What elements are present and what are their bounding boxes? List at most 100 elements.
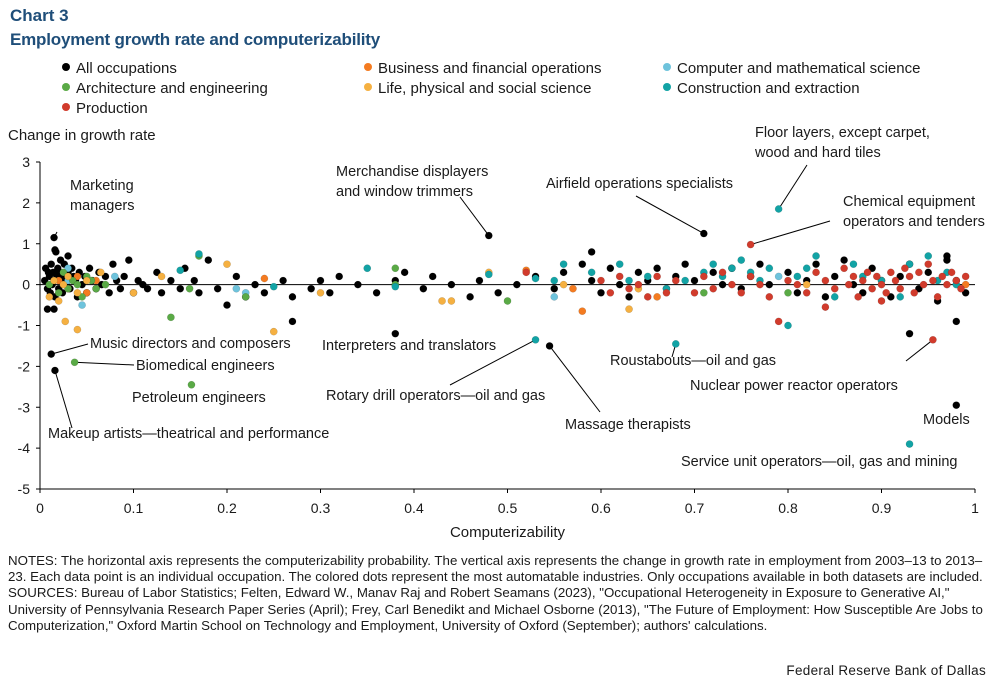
data-point-all-occupations [125,256,133,264]
data-point-production [896,284,905,293]
data-point-construction-and-extraction [905,260,914,268]
data-point-all-occupations [559,268,568,277]
annotation-label: Massage therapists [565,417,691,433]
annotation-leader-line [549,345,601,413]
data-point-business-and-financial-operations [73,272,82,281]
legend-marker [62,103,70,112]
data-point-construction-and-extraction [765,264,774,273]
y-tick-label: -1 [18,318,31,334]
data-point-construction-and-extraction [672,340,680,348]
data-point-all-occupations [50,305,58,313]
legend-item-architecture: Architecture and engineering [62,80,268,97]
data-point-production [662,288,671,297]
data-point-production [929,336,937,344]
data-point-production [887,268,895,277]
legend: All occupations Business and financial o… [62,60,992,122]
legend-item-business: Business and financial operations [364,60,601,77]
data-point-construction-and-extraction [784,321,792,330]
legend-item-life-science: Life, physical and social science [364,80,591,97]
data-point-production [653,272,661,281]
data-point-all-occupations [85,264,94,273]
data-point-all-occupations [105,288,113,297]
legend-label: Production [76,100,148,117]
data-point-all-occupations [756,260,764,268]
data-point-architecture-and-engineering [503,297,512,305]
annotation-label: Rotary drill operators—oil and gas [326,388,545,404]
data-point-all-occupations [116,284,125,293]
chart-title: Employment growth rate and computerizabi… [10,30,380,49]
data-point-architecture-and-engineering [92,284,100,293]
data-point-architecture-and-engineering [78,293,86,301]
data-point-production [868,284,876,293]
x-axis-label: Computerizability [450,524,566,541]
data-point-life-physical-and-social-science [73,325,82,334]
data-point-all-occupations [625,293,633,301]
data-point-production [709,284,718,293]
annotation-leader-line [778,164,808,210]
legend-item-computer: Computer and mathematical science [663,60,920,77]
data-point-all-occupations [335,272,344,281]
data-point-all-occupations [391,329,400,338]
data-point-life-physical-and-social-science [438,297,446,305]
data-point-life-physical-and-social-science [625,305,633,313]
data-point-all-occupations [868,264,876,273]
data-point-computer-and-mathematical-science [550,293,559,301]
sources-text: SOURCES: Bureau of Labor Statistics; Fel… [8,585,983,633]
annotation-label: wood and hard tiles [754,145,881,161]
data-point-all-occupations [466,293,474,301]
x-tick-label: 0.6 [591,500,611,516]
annotation-leader-line [51,343,89,355]
y-tick-label: -2 [18,358,31,374]
data-point-production [919,280,928,289]
x-tick-label: 0.2 [217,500,237,516]
scatter-plot: 3 2 1 0 -1 -2 -3 -4 -5 0 0.1 0.2 0.3 0.4 0.5 0.6 0.7 0.8 0… [18,125,985,541]
data-point-construction-and-extraction [550,276,559,285]
data-point-all-occupations [896,272,905,281]
data-point-all-occupations [51,246,59,254]
data-point-all-occupations [354,280,362,289]
data-point-all-occupations [513,280,521,289]
annotation-label: Marketing [70,178,134,194]
data-point-all-occupations [223,301,231,309]
data-point-all-occupations [400,268,409,277]
annotation-label: Nuclear power reactor operators [690,378,898,394]
annotation-label: operators and tenders [843,214,985,230]
data-point-all-occupations [821,293,830,301]
data-point-production [882,288,890,297]
data-point-production [840,264,848,273]
data-point-all-occupations [372,288,381,297]
x-tick-label: 0.1 [124,500,144,516]
data-point-all-occupations [288,317,297,326]
data-point-life-physical-and-social-science [447,297,456,305]
data-point-all-occupations [615,280,624,289]
data-point-business-and-financial-operations [260,274,269,283]
data-point-production [915,268,923,277]
y-tick-label: -3 [18,399,31,415]
data-point-computer-and-mathematical-science [64,264,72,273]
data-point-business-and-financial-operations [569,284,577,293]
data-point-production [756,280,764,289]
legend-label: Computer and mathematical science [677,60,921,77]
data-point-all-occupations [578,260,587,268]
data-point-all-occupations [587,276,596,285]
data-point-computer-and-mathematical-science [774,272,783,281]
data-point-all-occupations [943,252,951,260]
legend-marker [62,63,70,72]
x-tick-label: 0 [36,500,44,516]
data-point-all-occupations [251,280,259,289]
data-point-all-occupations [587,248,596,256]
data-point-life-physical-and-social-science [73,288,82,297]
annotation-label: Biomedical engineers [136,358,275,374]
data-point-production [718,268,727,277]
data-point-all-occupations [924,268,933,277]
data-point-architecture-and-engineering [59,268,68,277]
data-point-all-occupations [690,276,699,285]
annotation-leader-line [905,339,934,362]
annotation-leader-line [635,195,705,234]
data-point-life-physical-and-social-science [45,293,54,301]
annotation-label: Makeup artists—theatrical and performanc… [48,426,329,442]
data-point-production [728,280,736,289]
data-point-all-occupations [288,293,297,301]
annotation-label: managers [70,198,134,214]
data-point-life-physical-and-social-science [157,272,166,281]
